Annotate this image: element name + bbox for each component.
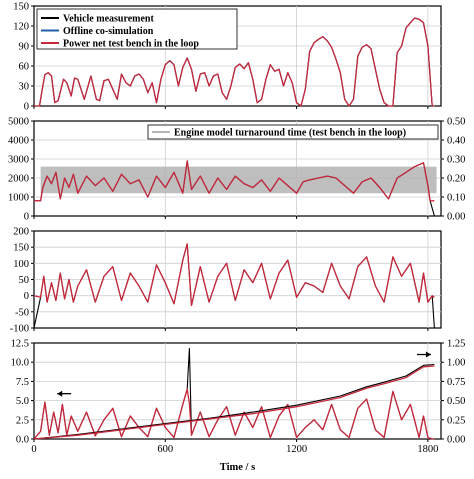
legend-label: Power net test bench in the loop: [63, 39, 199, 50]
y-tick-label: 0.0: [16, 435, 29, 446]
y2-tick-label: 0.00: [447, 435, 465, 446]
series-line: [33, 365, 435, 440]
y2-tick-label: 0.10: [447, 193, 465, 204]
panel-bottom: [31, 342, 444, 442]
legend-box: [147, 124, 439, 140]
y-tick-label: 0: [24, 291, 29, 302]
y-tick-label: 0: [24, 102, 29, 113]
y2-tick-label: 0.75: [447, 377, 465, 388]
series-line: [34, 17, 435, 107]
series-line: [33, 388, 435, 440]
y-tick-label: 90: [19, 42, 30, 53]
y-tick-label: 1000: [8, 193, 29, 204]
y-tick-label: 150: [13, 2, 29, 13]
y2-tick-label: 0.00: [447, 212, 465, 223]
x-tick-label: 1800: [417, 444, 438, 455]
y-tick-label: 50: [19, 275, 30, 286]
legend-label: Offline co-simulation: [63, 26, 154, 37]
panel-frame: [33, 342, 442, 440]
y-tick-label: -50: [15, 307, 29, 318]
y-tick-label: 12.5: [11, 339, 29, 350]
arrow-right-head: [425, 351, 431, 358]
x-tick-label: 600: [157, 444, 173, 455]
legend-box: [36, 8, 238, 50]
panel-current: [31, 230, 442, 331]
legend-label: Vehicle measurement: [63, 14, 154, 25]
y-tick-label: 10.0: [11, 358, 29, 369]
y-tick-label: 30: [19, 82, 30, 93]
y-tick-label: 4000: [8, 136, 29, 147]
panel-engine: [31, 120, 444, 219]
series-line: [33, 243, 435, 307]
y-tick-label: 2.5: [16, 415, 29, 426]
x-axis-title: Time / s: [220, 462, 255, 473]
y-tick-label: 5000: [8, 117, 29, 128]
y-tick-label: 60: [19, 62, 30, 73]
y-tick-label: 2000: [8, 174, 29, 185]
series-line: [33, 363, 435, 440]
legend-label: Engine model turnaround time (test bench…: [174, 128, 406, 139]
x-tick-label: 0: [31, 444, 36, 455]
y2-tick-label: 0.40: [447, 136, 465, 147]
y-tick-label: -100: [10, 324, 29, 335]
y-tick-label: 200: [13, 227, 29, 238]
y2-tick-label: 0.20: [447, 174, 465, 185]
y2-tick-label: 1.00: [447, 358, 465, 369]
x-tick-label: 1200: [286, 444, 307, 455]
y-tick-label: 120: [13, 22, 29, 33]
y2-tick-label: 0.30: [447, 155, 465, 166]
y-tick-label: 100: [13, 259, 29, 270]
series-band: [40, 166, 437, 194]
y2-tick-label: 0.50: [447, 396, 465, 407]
panel-speed: [31, 5, 442, 109]
y2-tick-label: 0.50: [447, 117, 465, 128]
y-tick-label: 3000: [8, 155, 29, 166]
series-line: [34, 160, 435, 202]
y-tick-label: 5.0: [16, 396, 29, 407]
y2-tick-label: 0.25: [447, 415, 465, 426]
y-tick-label: 7.5: [16, 377, 29, 388]
arrow-left-head: [57, 390, 63, 397]
y-tick-label: 150: [13, 243, 29, 254]
y2-tick-label: 1.25: [447, 339, 465, 350]
y-tick-label: 0: [24, 212, 29, 223]
